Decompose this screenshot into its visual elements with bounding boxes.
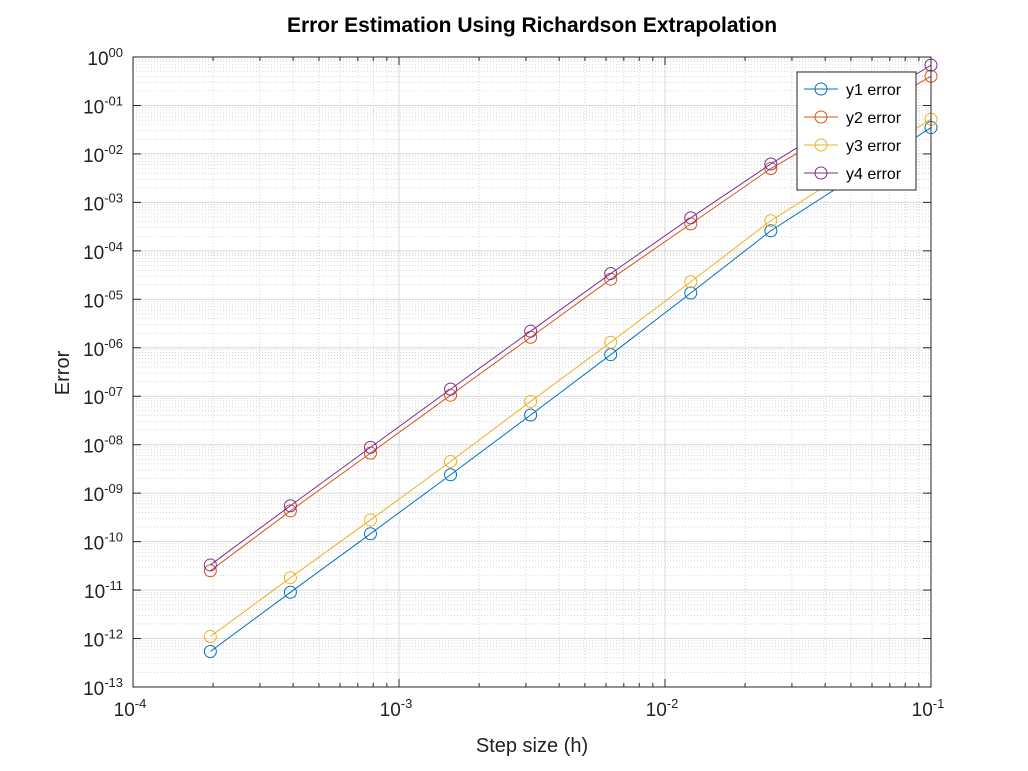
data-point [444, 468, 458, 482]
chart-title: Error Estimation Using Richardson Extrap… [287, 14, 777, 37]
y-tick-label: 10-01 [83, 93, 123, 118]
series-3 [203, 112, 938, 644]
data-point [283, 571, 297, 585]
y-axis-label: Error [52, 350, 74, 395]
series-line [210, 127, 932, 652]
data-point [604, 335, 618, 349]
legend-marker [814, 82, 828, 96]
y-tick-label: 10-12 [83, 627, 123, 652]
data-point [764, 224, 778, 238]
data-point [524, 324, 538, 338]
data-point [363, 440, 377, 454]
legend-item-2: y2 error [804, 110, 902, 127]
data-point [524, 408, 538, 422]
data-point [684, 286, 698, 300]
x-tick-label: 10-1 [912, 696, 945, 721]
legend-label: y2 error [846, 110, 902, 127]
data-point [203, 645, 217, 659]
data-point [684, 275, 698, 289]
data-point [444, 454, 458, 468]
x-tick-label: 10-2 [646, 696, 679, 721]
axes-box [132, 56, 932, 688]
y-tick-label: 10-07 [83, 384, 123, 409]
legend-marker [814, 138, 828, 152]
legend-item-1: y1 error [804, 82, 902, 99]
data-point [363, 513, 377, 527]
data-point [203, 630, 217, 644]
y-tick-labels: 1000 10-01 10-02 10-03 10-04 10-05 10-06 10-07 1… [83, 45, 123, 700]
data-point [764, 214, 778, 228]
data-point [444, 382, 458, 396]
y-tick-label: 10-05 [83, 287, 123, 312]
axes-frame [132, 56, 932, 688]
y-tick-label: 10-02 [83, 142, 123, 167]
x-axis-label: Step size (h) [476, 735, 588, 757]
legend: y1 error y2 error y3 error y4 error [796, 71, 917, 191]
data-point [764, 157, 778, 171]
y-tick-label: 10-11 [84, 578, 123, 603]
data-point [283, 499, 297, 513]
data-point [203, 558, 217, 572]
x-tick-label: 10-3 [380, 696, 413, 721]
data-point [283, 504, 297, 518]
series-line [210, 118, 932, 637]
y-tick-label: 10-09 [83, 481, 123, 506]
y-tick-label: 10-08 [83, 433, 123, 458]
y-tick-label: 1000 [87, 45, 123, 70]
legend-item-4: y4 error [804, 166, 902, 183]
minor-grid [133, 57, 931, 687]
y-tick-label: 10-04 [83, 239, 123, 264]
x-tick-labels: 10-4 10-3 10-2 10-1 [114, 696, 945, 721]
data-point [604, 267, 618, 281]
legend-label: y1 error [846, 82, 902, 99]
legend-marker [814, 110, 828, 124]
y-tick-label: 10-03 [83, 190, 123, 215]
series-4 [203, 58, 938, 572]
data-point [524, 394, 538, 408]
legend-label: y4 error [846, 166, 902, 183]
legend-item-3: y3 error [804, 138, 902, 155]
data-point [363, 527, 377, 541]
y-tick-label: 10-13 [83, 675, 123, 700]
legend-marker [814, 166, 828, 180]
legend-box [796, 71, 917, 191]
y-tick-label: 10-06 [83, 336, 123, 361]
legend-label: y3 error [846, 138, 902, 155]
y-tick-label: 10-10 [83, 530, 123, 555]
x-tick-label: 10-4 [114, 696, 147, 721]
series-line [210, 64, 932, 566]
data-point [684, 211, 698, 225]
data-point [283, 585, 297, 599]
